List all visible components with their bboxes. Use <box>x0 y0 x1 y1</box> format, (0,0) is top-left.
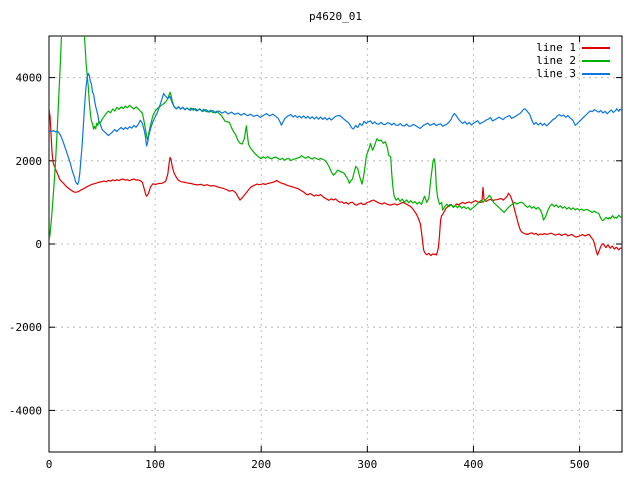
legend-line-sample-green <box>582 59 610 62</box>
x-tick-label-100: 100 <box>145 458 165 471</box>
y-tick-label-2000: 2000 <box>16 155 43 168</box>
legend: line 1 line 2 line 3 <box>0 41 610 80</box>
y-tick-label-4000: 4000 <box>16 72 43 85</box>
legend-line-sample-blue <box>582 72 610 75</box>
legend-label-line-1: line 1 <box>536 41 576 54</box>
series-line-3 <box>49 72 622 186</box>
x-tick-label-200: 200 <box>251 458 271 471</box>
legend-label-line-3: line 3 <box>536 67 576 80</box>
series-line-2 <box>49 36 622 242</box>
y-tick-label--4000: -4000 <box>9 404 42 417</box>
chart-title: p4620_01 <box>309 10 362 23</box>
y-tick-label-0: 0 <box>35 238 42 251</box>
legend-item-line-3: line 3 <box>0 67 610 80</box>
x-tick-label-400: 400 <box>464 458 484 471</box>
x-tick-label-300: 300 <box>357 458 377 471</box>
legend-item-line-2: line 2 <box>0 54 610 67</box>
legend-line-sample-red <box>582 46 610 49</box>
x-tick-label-500: 500 <box>570 458 590 471</box>
x-tick-label-0: 0 <box>46 458 53 471</box>
y-tick-label--2000: -2000 <box>9 321 42 334</box>
series-line-1 <box>49 108 622 257</box>
legend-label-line-2: line 2 <box>536 54 576 67</box>
legend-item-line-1: line 1 <box>0 41 610 54</box>
